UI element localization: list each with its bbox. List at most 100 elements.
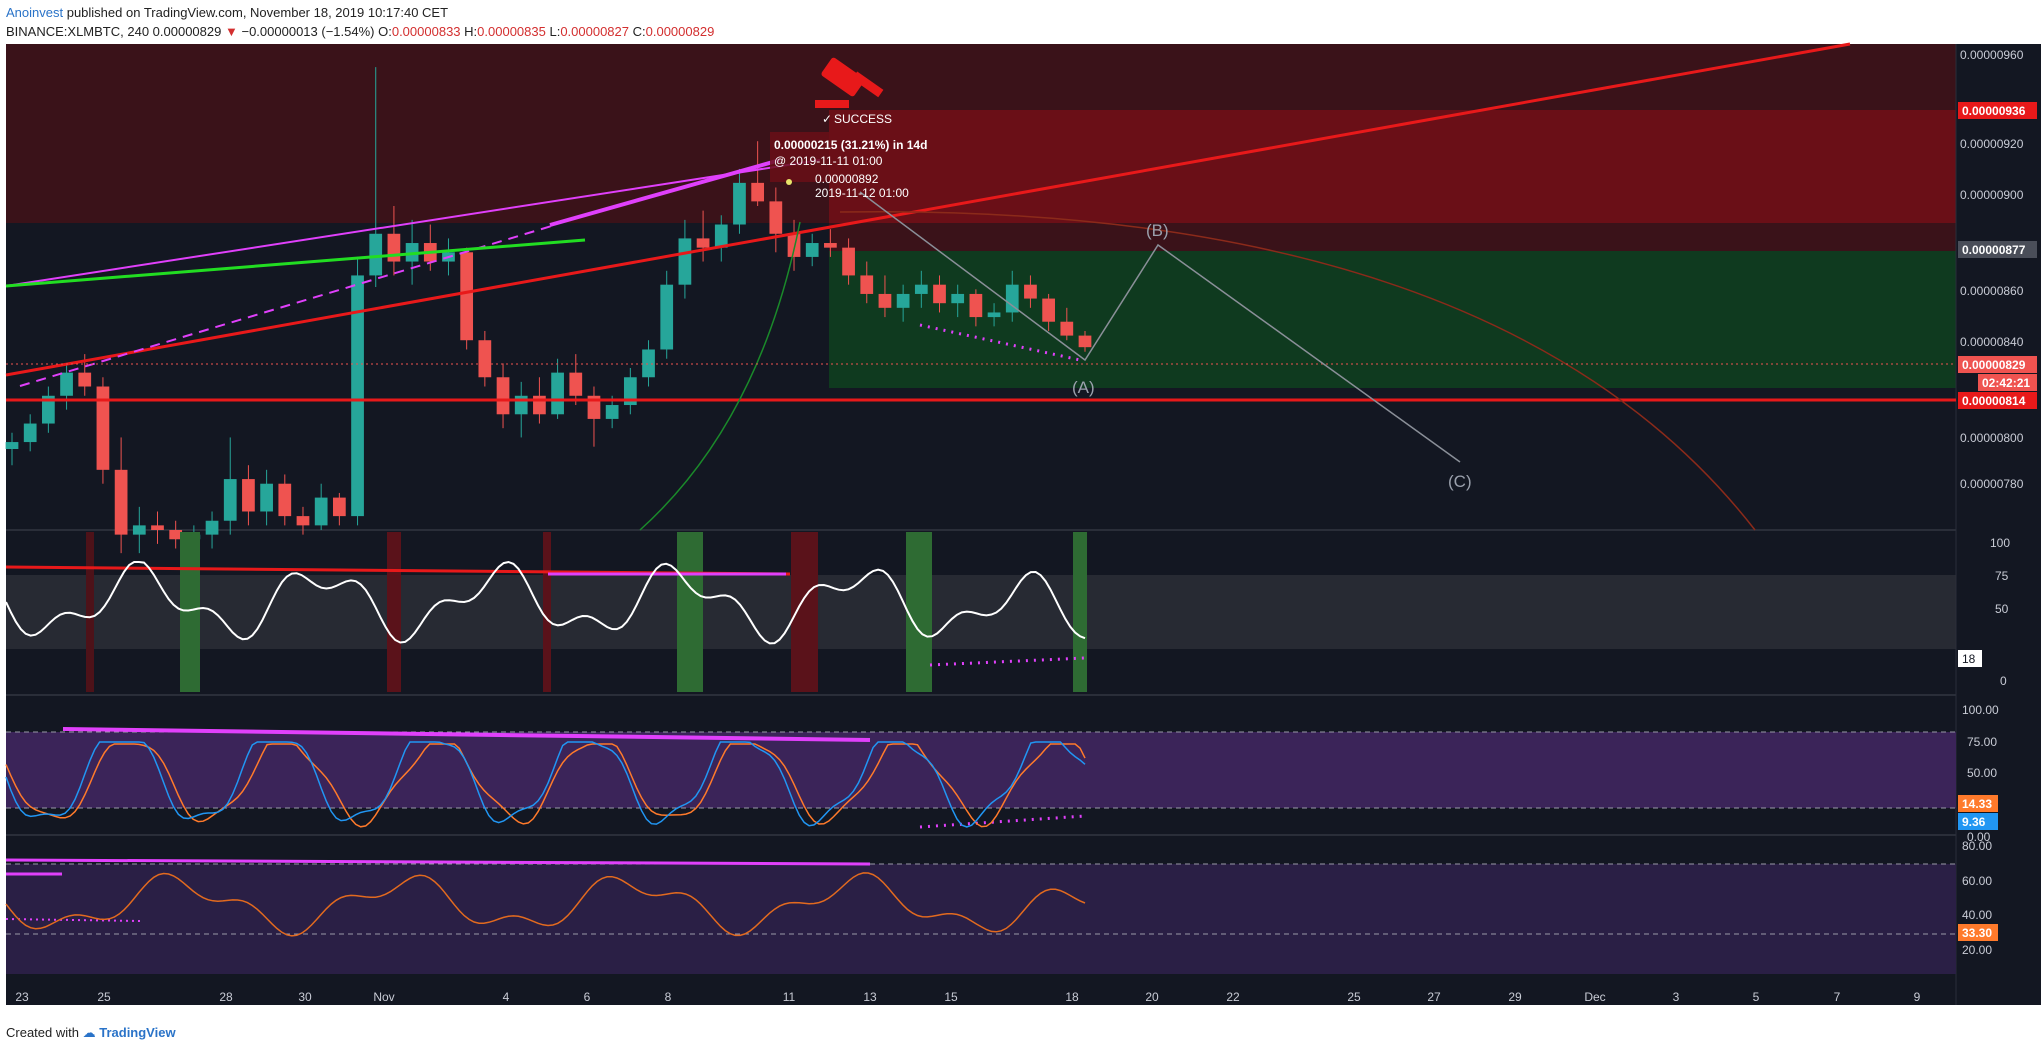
stoch-k-line [5, 741, 1086, 828]
time-tick-label: 5 [1753, 990, 1760, 1004]
price-axis-background [1956, 44, 2041, 1005]
candle-body [587, 395, 601, 419]
tradingview-logo-icon: ☁ [82, 1025, 96, 1040]
close-label: C: [632, 24, 646, 39]
support-price-tag [1958, 392, 2037, 409]
green-parabolic-curve [639, 221, 801, 531]
time-axis[interactable]: 23 25 28 30 Nov 4 6 8 11 13 15 18 20 22 25 27 29 Dec 3 5 7 9 [15, 990, 1920, 1004]
candle-body [769, 201, 783, 234]
stoch-tick-75: 75.00 [1967, 735, 1997, 749]
osc-tick-100: 100 [1990, 536, 2010, 550]
oscillator-red-bar-4 [791, 532, 818, 692]
publish-line: Anoinvest published on TradingView.com, … [6, 3, 448, 22]
candle-body [332, 497, 346, 517]
candle-body [569, 372, 583, 396]
wave-c-label: (C) [1448, 472, 1472, 491]
wave-a-label: (A) [1072, 378, 1095, 397]
rsi-tick-20: 20.00 [1962, 943, 1992, 957]
candle-body [1060, 321, 1074, 336]
magenta-dashed-trendline[interactable] [19, 224, 556, 387]
wave-projection-path[interactable] [859, 191, 1461, 463]
osc-tick-0: 0 [2000, 674, 2007, 688]
price-change: −0.00000013 (−1.54%) [241, 24, 375, 39]
time-tick-label: Nov [373, 990, 394, 1004]
osc-value-tag [1958, 650, 1982, 667]
open-value: 0.00000833 [391, 24, 461, 39]
oscillator-line [5, 560, 1086, 645]
magenta-thick-trendline[interactable] [549, 158, 781, 227]
ohlc-line: BINANCE:XLMBTC, 240 0.00000829 ▼ −0.0000… [6, 22, 714, 41]
countdown-tag [1978, 374, 2037, 391]
candle-body [914, 284, 928, 294]
candle-body [642, 349, 655, 378]
oscillator-green-bar-1 [180, 532, 200, 692]
chart-footer: Created with ☁ TradingView [0, 1017, 2041, 1047]
price-tick-900: 0.00000900 [1960, 188, 2024, 202]
magenta-upper-trendline[interactable] [5, 159, 821, 287]
candle-body [623, 377, 637, 406]
candle-body [824, 243, 837, 248]
chart-canvas[interactable]: (A) (B) (C) ✓ SUCCESS 0.00000215 (31.21%… [0, 42, 2041, 1017]
candle-body [751, 182, 765, 202]
stoch-tick-100: 100.00 [1962, 703, 1999, 717]
candle-body [223, 479, 237, 521]
stoch-divergence-line[interactable] [919, 814, 1086, 829]
time-tick-label: 25 [97, 990, 111, 1004]
magenta-dotted-divergence[interactable] [919, 323, 1081, 362]
candlestick-series [5, 67, 1092, 554]
rsi-magenta-trendline[interactable] [5, 858, 871, 866]
candle-body [78, 372, 92, 387]
time-tick-label: 6 [584, 990, 591, 1004]
candle-body [933, 284, 946, 304]
candle-body [787, 233, 801, 257]
time-tick-label: 11 [783, 990, 796, 1004]
candle-body [205, 520, 219, 535]
candle-body [23, 423, 37, 443]
time-tick-label: 15 [944, 990, 958, 1004]
time-tick-label: 28 [219, 990, 233, 1004]
price-tick-960: 0.00000960 [1960, 48, 2024, 62]
resistance-price-tag [1958, 102, 2037, 119]
candle-body [1042, 298, 1055, 322]
rsi-tick-60: 60.00 [1962, 874, 1992, 888]
level-877-tag [1958, 241, 2037, 258]
osc-tick-75: 75 [1995, 569, 2009, 583]
author-link[interactable]: Anoinvest [6, 5, 64, 20]
low-value: 0.00000827 [560, 24, 629, 39]
time-tick-label: 23 [15, 990, 29, 1004]
oscillator-green-bar-3 [906, 532, 932, 692]
resistance-zone-red [829, 110, 1956, 223]
time-tick-label: 27 [1427, 990, 1441, 1004]
wave-b-label: (B) [1146, 221, 1169, 240]
last-price-tag [1958, 356, 2037, 373]
level-877-value: 0.00000877 [1962, 243, 2026, 257]
oscillator-divergence-line[interactable] [929, 656, 1086, 667]
rsi-dotted-line[interactable] [5, 918, 141, 922]
rising-red-trendline[interactable] [5, 42, 1851, 377]
gain-label: 0.00000215 (31.21%) in 14d [774, 138, 927, 152]
support-price-value: 0.00000814 [1962, 394, 2026, 408]
candle-body [696, 238, 710, 248]
tradingview-link[interactable]: TradingView [99, 1025, 176, 1040]
high-time-label: 2019-11-12 01:00 [815, 186, 909, 200]
stoch-tick-0: 0.00 [1967, 830, 1991, 844]
time-tick-label: 29 [1508, 990, 1522, 1004]
candle-body [151, 525, 164, 530]
time-tick-label: 3 [1673, 990, 1680, 1004]
time-tick-label: 4 [503, 990, 510, 1004]
chart-header: Anoinvest published on TradingView.com, … [0, 0, 2041, 42]
stoch-tick-50: 50.00 [1967, 766, 1997, 780]
price-tick-800: 0.00000800 [1960, 431, 2024, 445]
candle-body [478, 340, 492, 378]
price-tick-920: 0.00000920 [1960, 137, 2024, 151]
oscillator-green-bar-4 [1073, 532, 1087, 692]
oscillator-green-bar-2 [677, 532, 703, 692]
rsi-tick-40: 40.00 [1962, 908, 1992, 922]
created-with: Created with ☁ TradingView [6, 1025, 176, 1041]
green-trendline[interactable] [5, 238, 586, 288]
time-tick-label: 18 [1065, 990, 1079, 1004]
candle-body [860, 275, 874, 294]
close-value: 0.00000829 [645, 24, 715, 39]
stoch-d-value: 9.36 [1962, 815, 1986, 829]
stoch-magenta-trendline[interactable] [62, 727, 871, 742]
